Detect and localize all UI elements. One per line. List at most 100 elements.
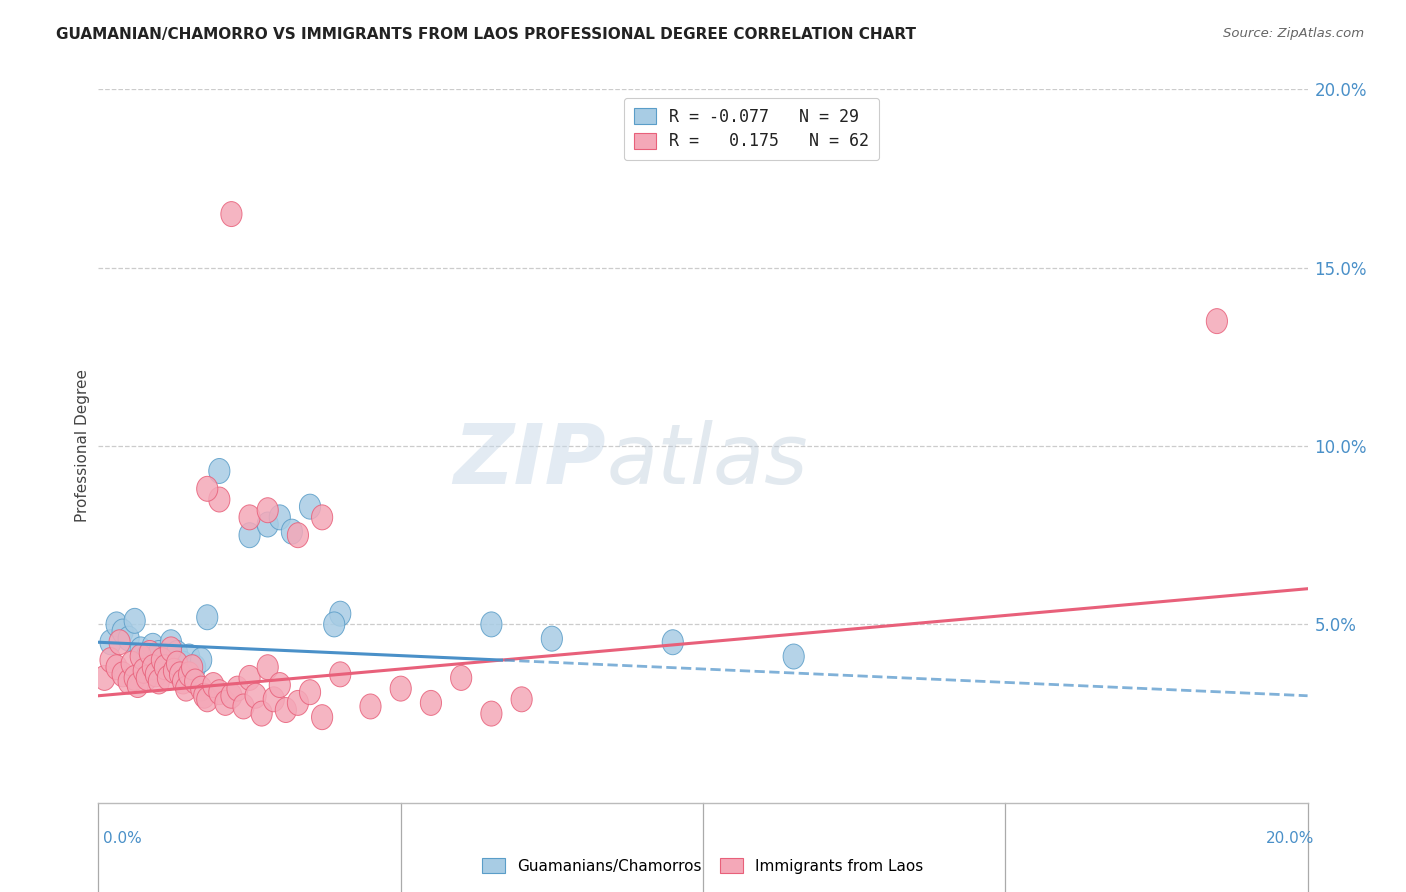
Ellipse shape <box>163 658 184 683</box>
Ellipse shape <box>112 619 134 644</box>
Ellipse shape <box>94 665 115 690</box>
Ellipse shape <box>208 458 231 483</box>
Ellipse shape <box>221 202 242 227</box>
Ellipse shape <box>100 630 121 655</box>
Ellipse shape <box>160 637 181 662</box>
Ellipse shape <box>136 644 157 669</box>
Ellipse shape <box>450 665 472 690</box>
Ellipse shape <box>662 630 683 655</box>
Ellipse shape <box>481 612 502 637</box>
Legend: R = -0.077   N = 29, R =   0.175   N = 62: R = -0.077 N = 29, R = 0.175 N = 62 <box>624 97 879 161</box>
Ellipse shape <box>145 662 166 687</box>
Ellipse shape <box>131 637 152 662</box>
Ellipse shape <box>360 694 381 719</box>
Text: Source: ZipAtlas.com: Source: ZipAtlas.com <box>1223 27 1364 40</box>
Ellipse shape <box>287 690 308 715</box>
Ellipse shape <box>155 648 176 673</box>
Text: GUAMANIAN/CHAMORRO VS IMMIGRANTS FROM LAOS PROFESSIONAL DEGREE CORRELATION CHART: GUAMANIAN/CHAMORRO VS IMMIGRANTS FROM LA… <box>56 27 917 42</box>
Text: ZIP: ZIP <box>454 420 606 500</box>
Text: atlas: atlas <box>606 420 808 500</box>
Ellipse shape <box>312 505 333 530</box>
Ellipse shape <box>252 701 273 726</box>
Ellipse shape <box>127 673 148 698</box>
Ellipse shape <box>783 644 804 669</box>
Ellipse shape <box>173 669 194 694</box>
Ellipse shape <box>191 648 212 673</box>
Ellipse shape <box>131 644 152 669</box>
Ellipse shape <box>110 630 131 655</box>
Ellipse shape <box>389 676 412 701</box>
Ellipse shape <box>245 683 266 708</box>
Y-axis label: Professional Degree: Professional Degree <box>75 369 90 523</box>
Ellipse shape <box>541 626 562 651</box>
Ellipse shape <box>176 676 197 701</box>
Ellipse shape <box>481 701 502 726</box>
Ellipse shape <box>312 705 333 730</box>
Ellipse shape <box>239 523 260 548</box>
Ellipse shape <box>179 644 200 669</box>
Ellipse shape <box>197 476 218 501</box>
Ellipse shape <box>208 487 231 512</box>
Ellipse shape <box>239 505 260 530</box>
Ellipse shape <box>166 640 187 665</box>
Ellipse shape <box>269 505 291 530</box>
Ellipse shape <box>152 648 173 673</box>
Ellipse shape <box>184 669 205 694</box>
Ellipse shape <box>139 640 160 665</box>
Ellipse shape <box>329 662 352 687</box>
Ellipse shape <box>191 676 212 701</box>
Ellipse shape <box>160 630 181 655</box>
Ellipse shape <box>510 687 533 712</box>
Ellipse shape <box>329 601 352 626</box>
Ellipse shape <box>166 651 187 676</box>
Ellipse shape <box>323 612 344 637</box>
Ellipse shape <box>276 698 297 723</box>
Ellipse shape <box>281 519 302 544</box>
Ellipse shape <box>112 662 134 687</box>
Ellipse shape <box>226 676 247 701</box>
Ellipse shape <box>124 665 145 690</box>
Ellipse shape <box>257 655 278 680</box>
Text: 0.0%: 0.0% <box>103 831 142 846</box>
Ellipse shape <box>233 694 254 719</box>
Ellipse shape <box>299 494 321 519</box>
Ellipse shape <box>118 669 139 694</box>
Ellipse shape <box>142 633 163 658</box>
Text: 20.0%: 20.0% <box>1267 831 1315 846</box>
Ellipse shape <box>134 658 155 683</box>
Ellipse shape <box>299 680 321 705</box>
Ellipse shape <box>124 608 145 633</box>
Ellipse shape <box>155 655 176 680</box>
Ellipse shape <box>197 687 218 712</box>
Ellipse shape <box>287 523 308 548</box>
Ellipse shape <box>221 683 242 708</box>
Ellipse shape <box>118 626 139 651</box>
Ellipse shape <box>208 680 231 705</box>
Ellipse shape <box>142 655 163 680</box>
Ellipse shape <box>184 655 205 680</box>
Ellipse shape <box>157 665 179 690</box>
Ellipse shape <box>148 669 170 694</box>
Ellipse shape <box>194 683 215 708</box>
Ellipse shape <box>269 673 291 698</box>
Ellipse shape <box>148 640 170 665</box>
Ellipse shape <box>197 605 218 630</box>
Ellipse shape <box>100 648 121 673</box>
Ellipse shape <box>105 655 127 680</box>
Ellipse shape <box>215 690 236 715</box>
Ellipse shape <box>173 651 194 676</box>
Ellipse shape <box>420 690 441 715</box>
Legend: Guamanians/Chamorros, Immigrants from Laos: Guamanians/Chamorros, Immigrants from La… <box>477 852 929 880</box>
Ellipse shape <box>181 655 202 680</box>
Ellipse shape <box>257 498 278 523</box>
Ellipse shape <box>263 687 284 712</box>
Ellipse shape <box>121 651 142 676</box>
Ellipse shape <box>239 665 260 690</box>
Ellipse shape <box>257 512 278 537</box>
Ellipse shape <box>179 662 200 687</box>
Ellipse shape <box>105 612 127 637</box>
Ellipse shape <box>1206 309 1227 334</box>
Ellipse shape <box>170 662 191 687</box>
Ellipse shape <box>202 673 224 698</box>
Ellipse shape <box>136 665 157 690</box>
